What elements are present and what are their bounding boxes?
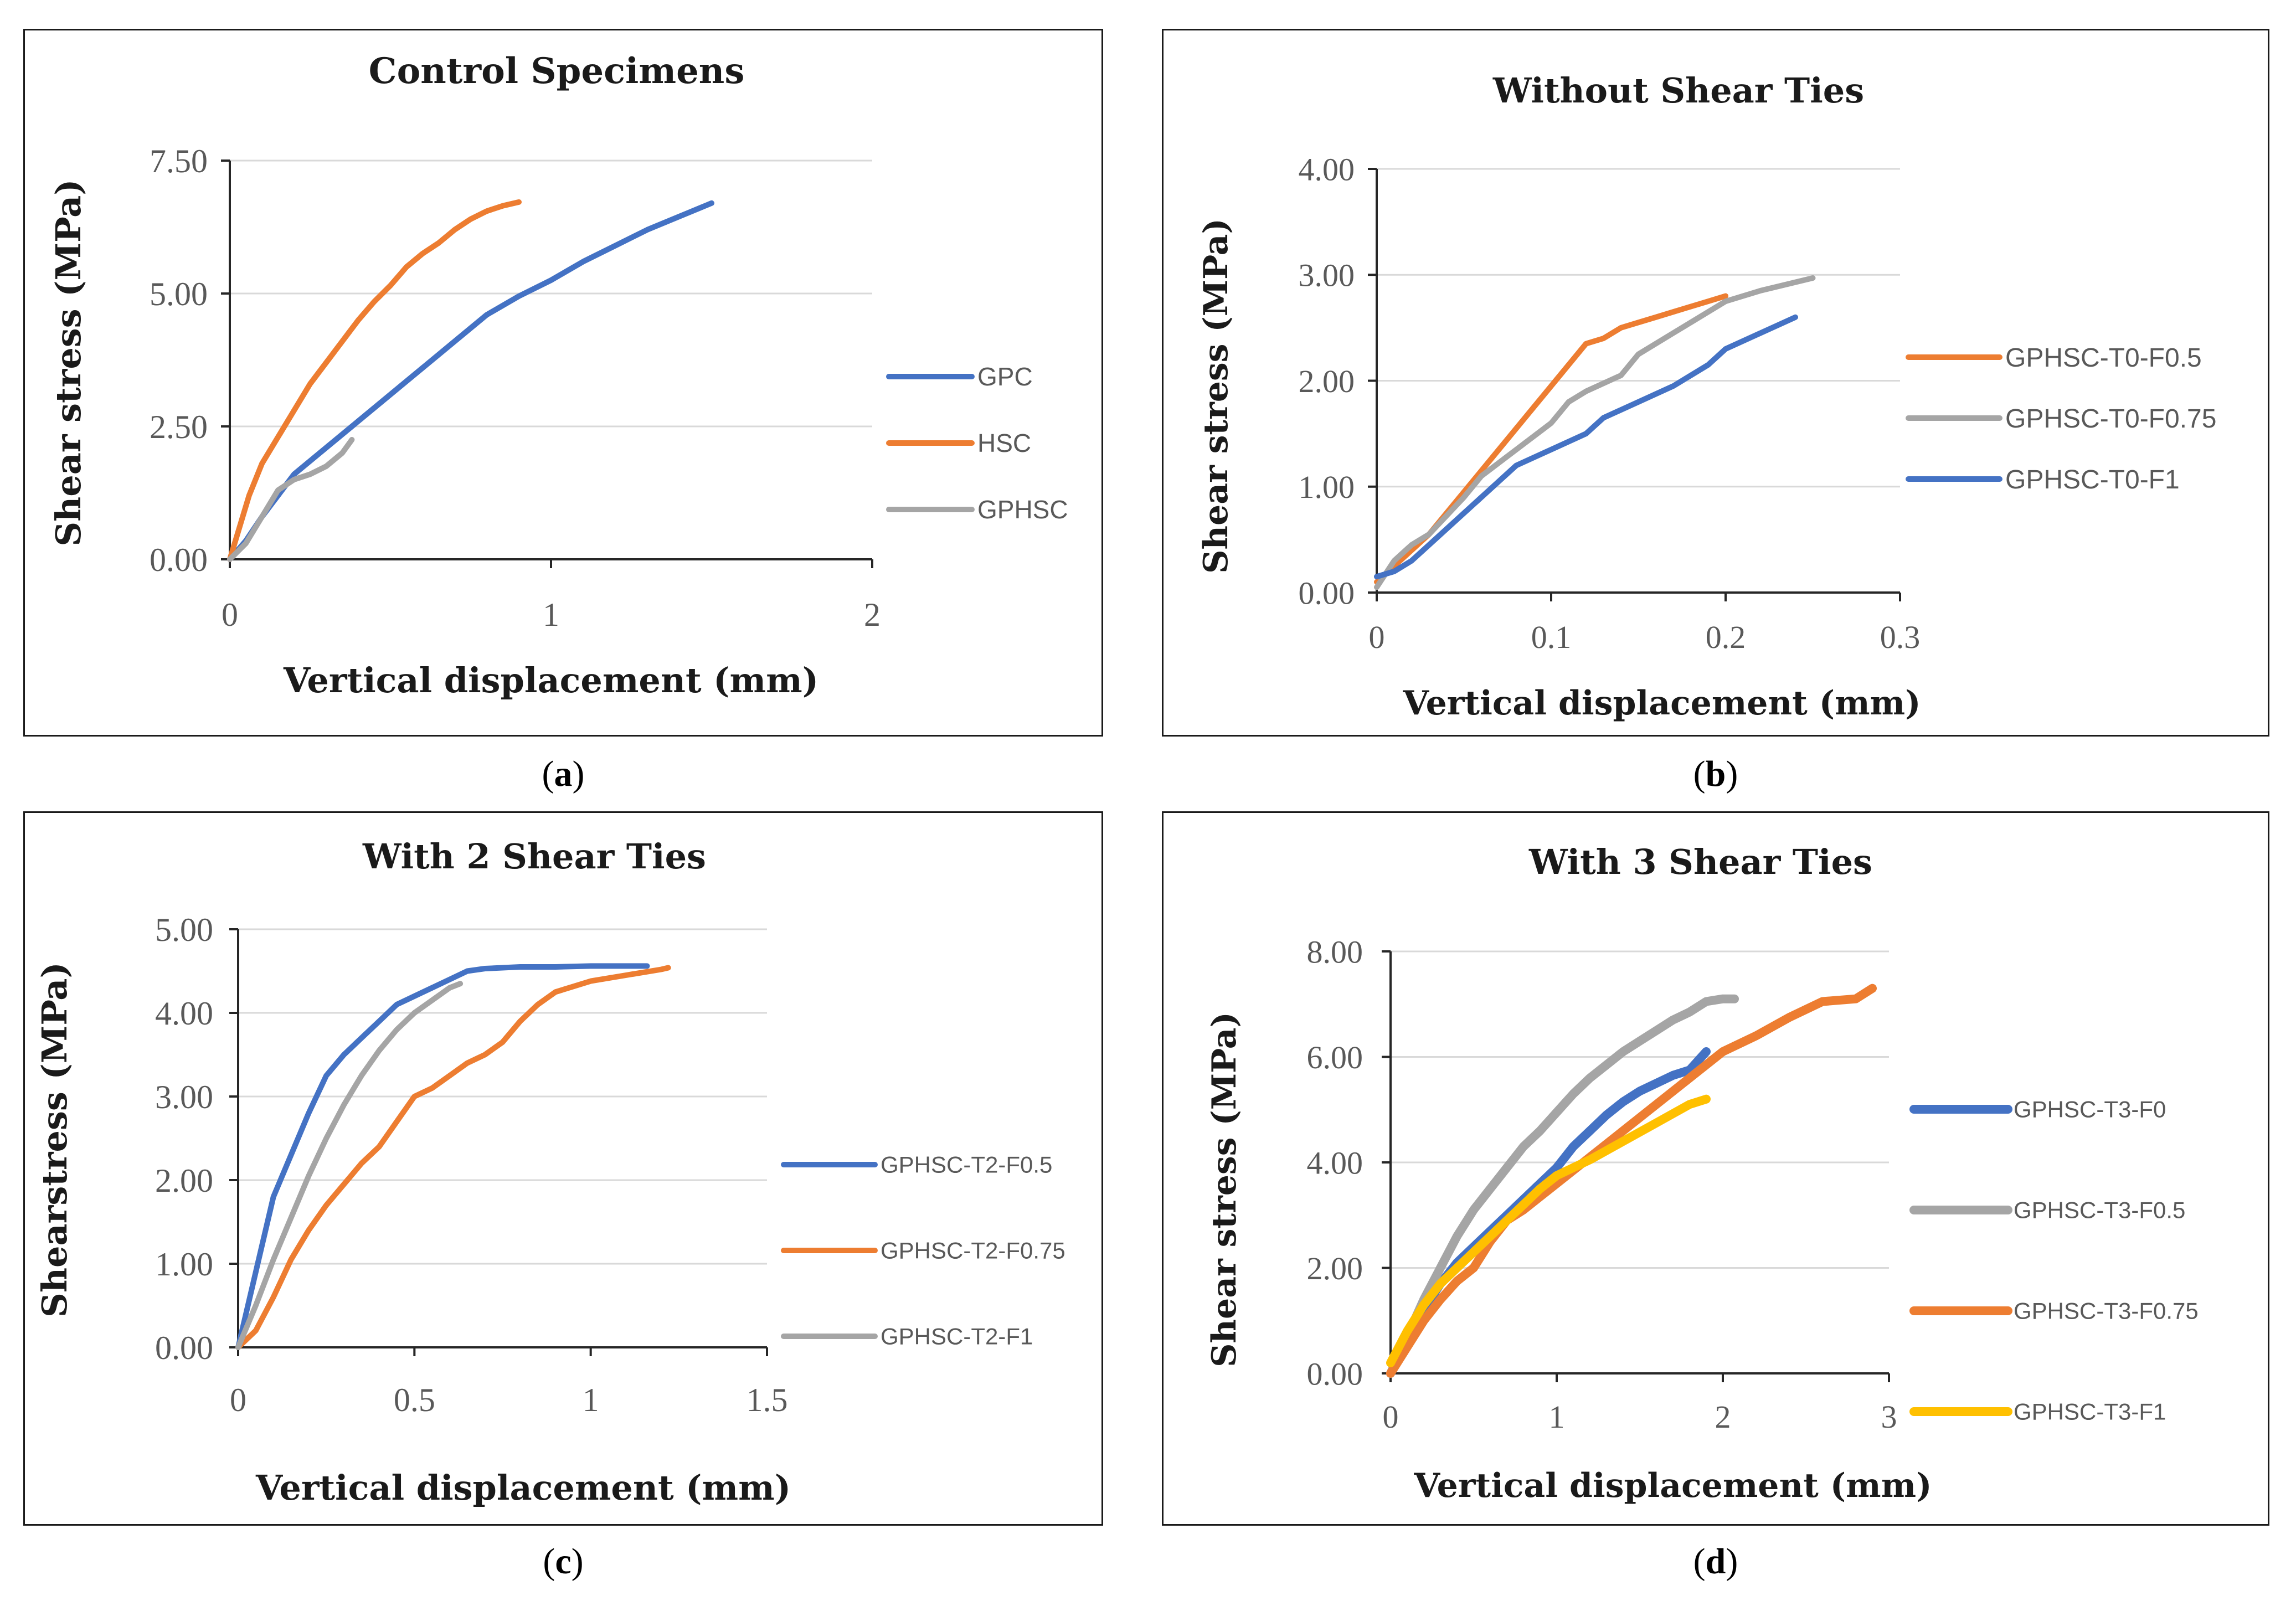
chart-d-x-tick-label: 3 — [1881, 1399, 1897, 1435]
chart-c-x-tick-label: 0 — [230, 1382, 246, 1418]
chart-panel-c: 0.00 1.00 2.00 3.00 4.00 5.00 0 0.5 1 1.5 With 2 S… — [23, 811, 1103, 1526]
caption-a-open: ( — [542, 754, 554, 794]
chart-d-svg: 0.00 2.00 4.00 6.00 8.00 0 1 2 3 With 3 Shear Tie… — [1205, 842, 2199, 1505]
chart-b-x-tick-label: 0 — [1369, 619, 1385, 655]
chart-c-x-tick-label: 1 — [583, 1382, 599, 1418]
caption-a-close: ) — [572, 754, 585, 794]
chart-c-y-label: Shearstress (MPa) — [34, 962, 75, 1317]
chart-b-title: Without Shear Ties — [1492, 70, 1864, 111]
chart-a-svg: 0.00 2.50 5.00 7.50 0 1 2 Control Specimens Vert… — [48, 50, 1068, 701]
caption-d-close: ) — [1726, 1541, 1738, 1582]
caption-b-letter: b — [1705, 754, 1726, 794]
caption-b-close: ) — [1726, 754, 1738, 794]
chart-b-series-line — [1374, 314, 1798, 580]
chart-d-y-tick-label: 2.00 — [1307, 1250, 1363, 1286]
chart-b-series-line — [1374, 293, 1728, 585]
chart-panel-d: 0.00 2.00 4.00 6.00 8.00 0 1 2 3 With 3 Shear Tie… — [1162, 811, 2269, 1526]
chart-d-y-tick-label: 8.00 — [1307, 934, 1363, 970]
chart-a-x-tick-label: 1 — [543, 596, 559, 633]
chart-a-x-label: Vertical displacement (mm) — [283, 660, 818, 701]
chart-c-x-tick-label: 1.5 — [747, 1382, 788, 1418]
chart-d-y-tick-label: 0.00 — [1307, 1356, 1363, 1392]
chart-c-y-tick-label: 4.00 — [155, 995, 213, 1032]
chart-b-legend-label: GPHSC-T0-F0.5 — [2005, 343, 2202, 373]
chart-b-y-tick-label: 4.00 — [1299, 151, 1355, 187]
chart-d-series-line — [1386, 984, 1877, 1378]
caption-a-letter: a — [554, 754, 573, 794]
chart-d-legend-label: GPHSC-T3-F0.75 — [2014, 1298, 2199, 1324]
chart-c-svg: 0.00 1.00 2.00 3.00 4.00 5.00 0 0.5 1 1.5 With 2 S… — [34, 836, 1065, 1508]
chart-b-x-tick-label: 0.3 — [1880, 619, 1921, 655]
chart-d-y-tick-label: 4.00 — [1307, 1145, 1363, 1181]
chart-d-title: With 3 Shear Ties — [1528, 842, 1872, 882]
chart-d-x-tick-label: 2 — [1715, 1399, 1731, 1435]
chart-a-y-tick-label: 7.50 — [150, 143, 208, 179]
caption-c-letter: c — [555, 1541, 572, 1582]
caption-d-open: ( — [1693, 1541, 1706, 1582]
chart-c-y-tick-label: 2.00 — [155, 1162, 213, 1199]
chart-a-legend-label: HSC — [977, 429, 1031, 457]
chart-d-x-tick-label: 0 — [1383, 1399, 1399, 1435]
chart-b-y-tick-label: 0.00 — [1299, 575, 1355, 611]
caption-c-open: ( — [543, 1541, 555, 1582]
chart-d-legend-label: GPHSC-T3-F0.5 — [2014, 1197, 2185, 1223]
chart-d-x-tick-label: 1 — [1549, 1399, 1565, 1435]
caption-a: (a) — [480, 753, 646, 795]
chart-c-legend-label: GPHSC-T2-F0.75 — [881, 1238, 1065, 1264]
chart-d-series-line — [1386, 994, 1739, 1378]
chart-d-y-tick-label: 6.00 — [1307, 1039, 1363, 1075]
chart-b-y-tick-label: 3.00 — [1299, 258, 1355, 294]
chart-c-y-tick-label: 1.00 — [155, 1246, 213, 1283]
chart-c-series-line — [235, 965, 671, 1350]
chart-a-y-label: Shear stress (MPa) — [48, 179, 89, 546]
chart-a-y-tick-label: 0.00 — [150, 542, 208, 578]
chart-b-x-tick-label: 0.2 — [1706, 619, 1746, 655]
chart-b-x-label: Vertical displacement (mm) — [1403, 684, 1921, 723]
chart-d-x-label: Vertical displacement (mm) — [1414, 1466, 1932, 1505]
chart-b-series-line — [1374, 275, 1816, 590]
caption-b: (b) — [1633, 753, 1799, 795]
caption-c: (c) — [480, 1541, 646, 1583]
chart-d-legend-label: GPHSC-T3-F1 — [2014, 1399, 2166, 1425]
chart-c-legend-label: GPHSC-T2-F0.5 — [881, 1152, 1052, 1178]
chart-b-legend-label: GPHSC-T0-F1 — [2005, 465, 2180, 495]
chart-a-series-line — [227, 199, 522, 562]
chart-a-series-line — [227, 437, 355, 562]
chart-d-legend-label: GPHSC-T3-F0 — [2014, 1096, 2166, 1123]
chart-b-y-tick-label: 1.00 — [1299, 469, 1355, 505]
caption-c-close: ) — [571, 1541, 584, 1582]
chart-c-y-tick-label: 3.00 — [155, 1079, 213, 1115]
chart-a-x-tick-label: 0 — [222, 596, 238, 633]
chart-a-legend-label: GPC — [977, 362, 1033, 391]
chart-b-x-tick-label: 0.1 — [1531, 619, 1572, 655]
chart-c-title: With 2 Shear Ties — [362, 836, 706, 877]
chart-panel-a: 0.00 2.50 5.00 7.50 0 1 2 Control Specimens Vert… — [23, 29, 1103, 737]
chart-c-series-line — [235, 981, 464, 1350]
chart-c-x-tick-label: 0.5 — [394, 1382, 435, 1418]
chart-c-y-tick-label: 5.00 — [155, 912, 213, 948]
chart-c-legend-label: GPHSC-T2-F1 — [881, 1324, 1033, 1350]
chart-b-y-label: Shear stress (MPa) — [1197, 218, 1235, 574]
chart-b-legend-label: GPHSC-T0-F0.75 — [2005, 404, 2216, 434]
caption-d-letter: d — [1705, 1541, 1726, 1582]
chart-d-y-label: Shear stress (MPa) — [1205, 1012, 1244, 1367]
chart-b-svg: 0.00 1.00 2.00 3.00 4.00 0 0.1 0.2 0.3 Without Sh… — [1197, 70, 2216, 723]
chart-d-series-line — [1386, 1094, 1711, 1367]
chart-c-series-line — [235, 963, 650, 1350]
caption-d: (d) — [1633, 1541, 1799, 1583]
chart-a-legend-label: GPHSC — [977, 495, 1068, 524]
chart-panel-b: 0.00 1.00 2.00 3.00 4.00 0 0.1 0.2 0.3 Without Sh… — [1162, 29, 2269, 737]
caption-b-open: ( — [1693, 754, 1706, 794]
chart-b-y-tick-label: 2.00 — [1299, 363, 1355, 399]
chart-a-y-tick-label: 2.50 — [150, 409, 208, 445]
chart-a-title: Control Specimens — [369, 50, 745, 92]
chart-a-y-tick-label: 5.00 — [150, 276, 208, 312]
chart-c-x-label: Vertical displacement (mm) — [255, 1468, 791, 1508]
chart-c-y-tick-label: 0.00 — [155, 1330, 213, 1366]
chart-a-x-tick-label: 2 — [864, 596, 881, 633]
chart-a-series-line — [227, 200, 714, 562]
